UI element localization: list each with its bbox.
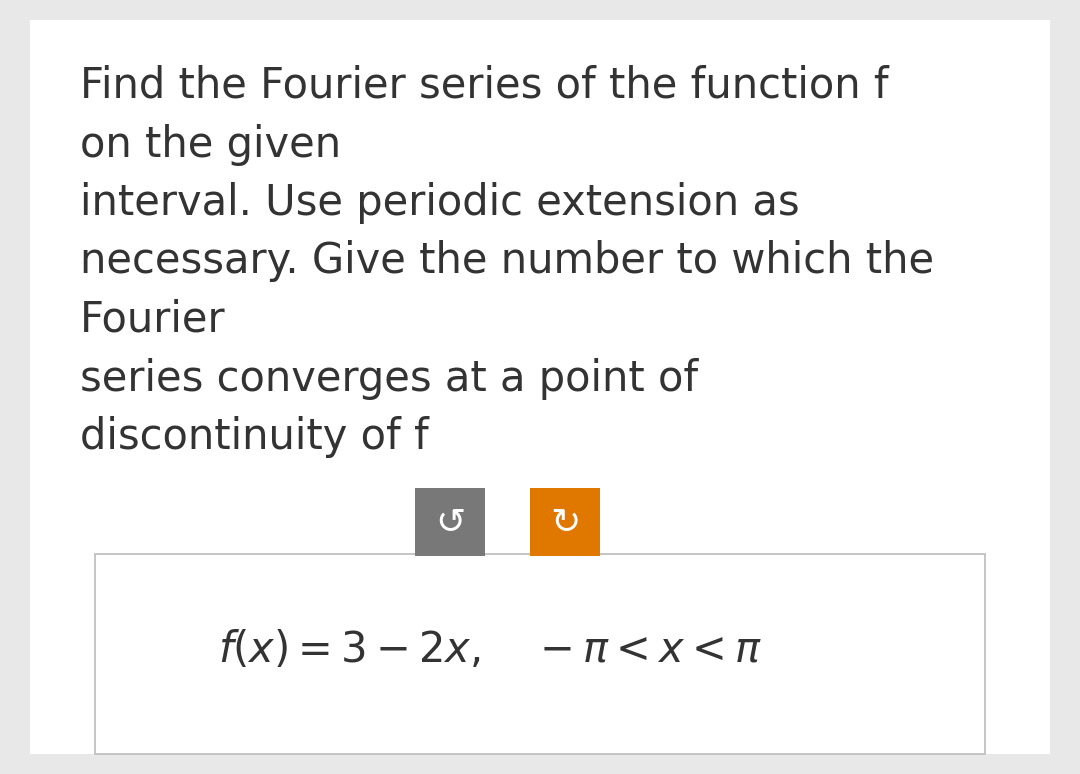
Text: ↺: ↺: [435, 505, 465, 539]
FancyBboxPatch shape: [30, 20, 1050, 754]
Text: $f(x) = 3 - 2x, \quad -\pi < x < \pi$: $f(x) = 3 - 2x, \quad -\pi < x < \pi$: [218, 629, 762, 671]
FancyBboxPatch shape: [415, 488, 485, 556]
Text: ↻: ↻: [550, 505, 580, 539]
FancyBboxPatch shape: [95, 554, 985, 754]
FancyBboxPatch shape: [530, 488, 600, 556]
Text: Find the Fourier series of the function f
on the given
interval. Use periodic ex: Find the Fourier series of the function …: [80, 65, 934, 458]
